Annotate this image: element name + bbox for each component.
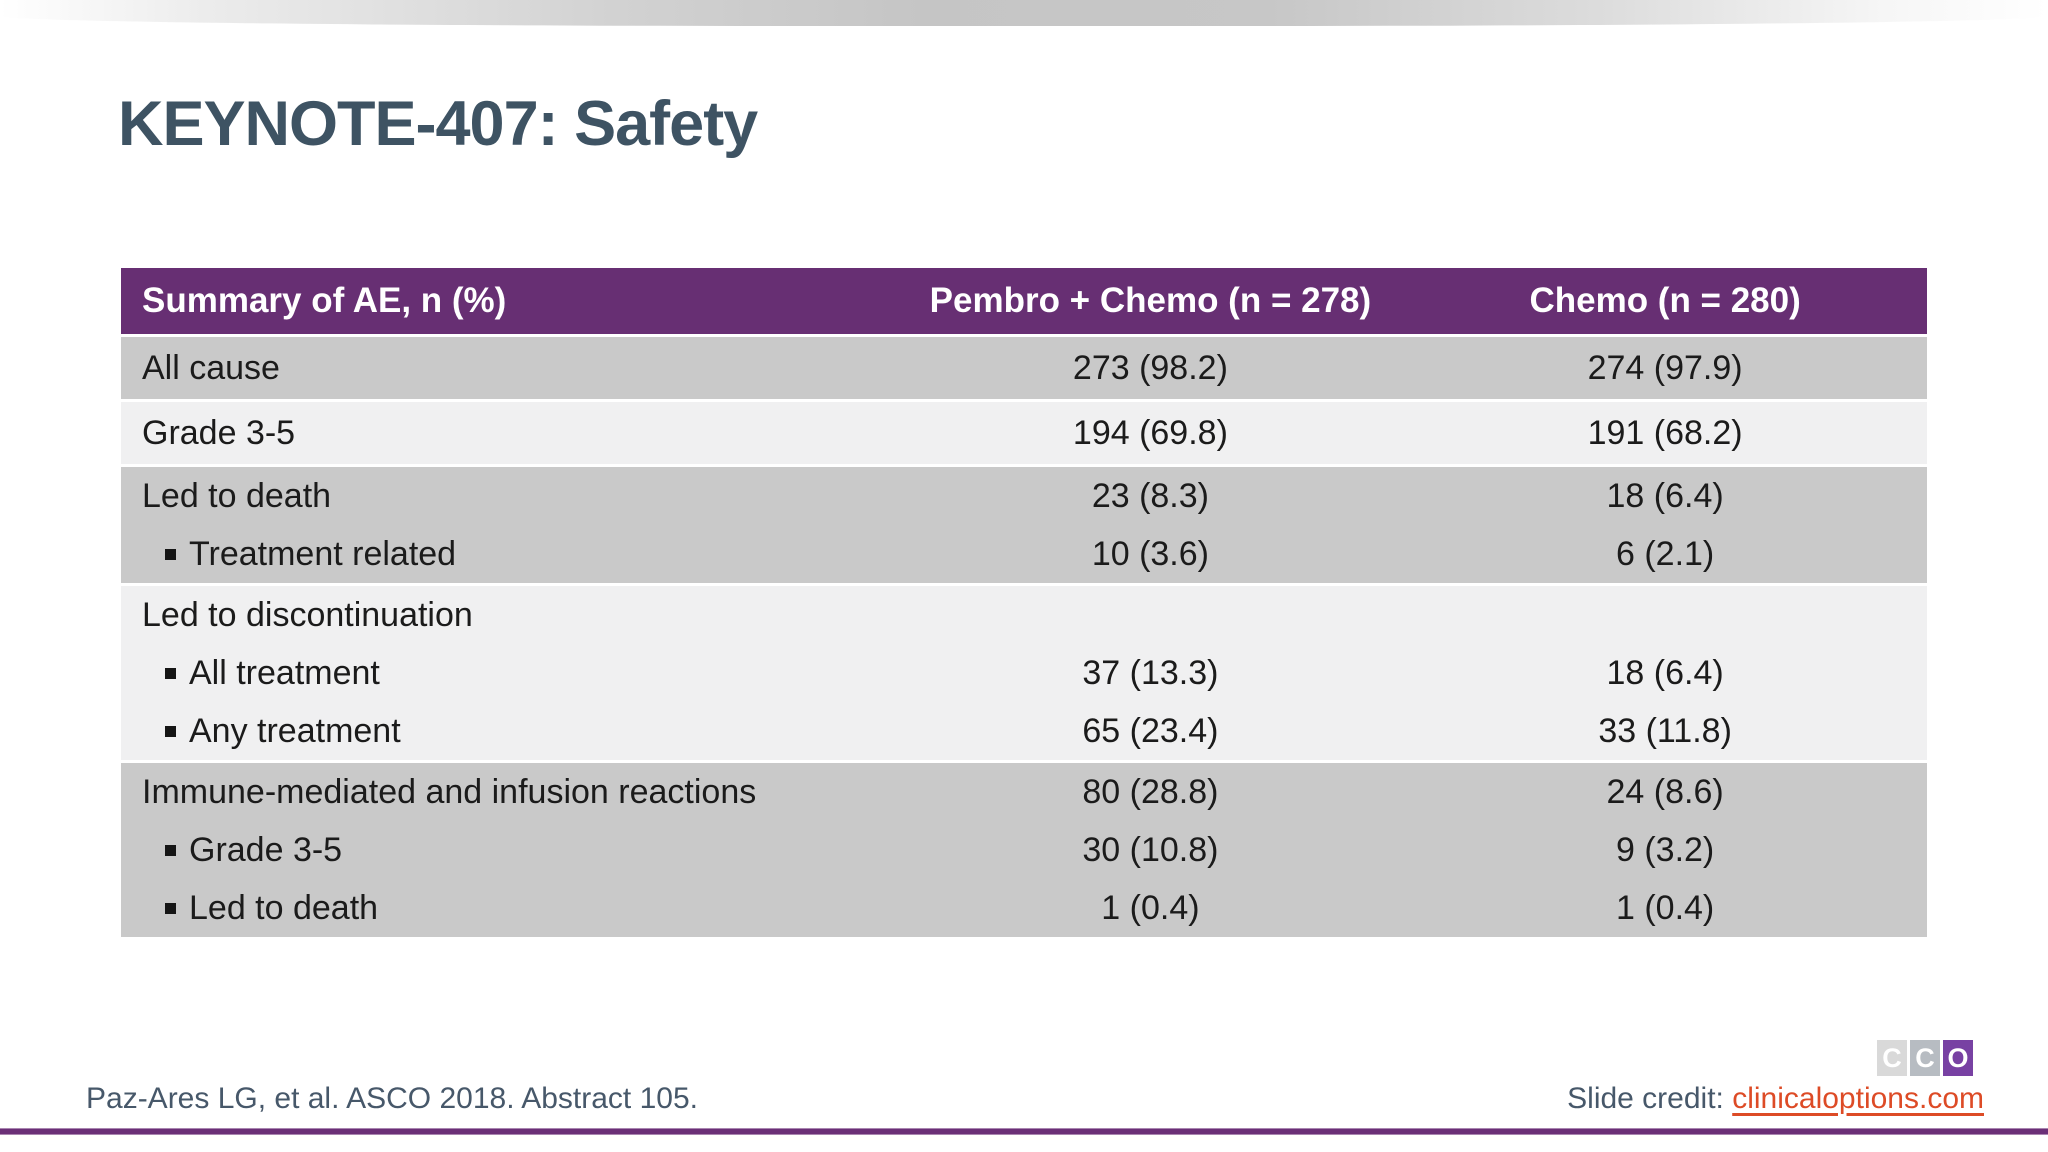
ae-label-text: Treatment related	[189, 534, 457, 573]
ae-label-text: Led to death	[189, 888, 379, 927]
value-text: 273 (98.2)	[1072, 348, 1228, 387]
ae-label-cell: Led to death Treatment related	[121, 467, 898, 583]
square-bullet-icon	[165, 667, 176, 679]
value-line: 6 (2.1)	[1403, 525, 1927, 583]
cco-logo-square-c0: C	[1877, 1040, 1907, 1076]
value-line: 18 (6.4)	[1403, 644, 1927, 702]
ae-label-cell: Led to discontinuation All treatment Any t…	[121, 586, 898, 760]
square-bullet-icon	[165, 844, 176, 856]
value-line: 80 (28.8)	[898, 763, 1404, 821]
ae-label-line: All cause	[121, 337, 898, 399]
slide-credit-label: Slide credit:	[1567, 1082, 1733, 1115]
ae-label-cell: Grade 3-5	[121, 402, 898, 464]
value-line	[898, 586, 1404, 644]
ae-label-line: Immune-mediated and infusion reactions	[121, 763, 898, 821]
value-line: 1 (0.4)	[898, 879, 1404, 937]
value-line: 24 (8.6)	[1403, 763, 1927, 821]
value-text: 18 (6.4)	[1606, 476, 1724, 515]
value-line: 23 (8.3)	[898, 467, 1404, 525]
square-bullet-icon	[165, 548, 176, 560]
chemo-value-cell: 191 (68.2)	[1403, 402, 1927, 464]
ae-label-text: Grade 3-5	[142, 413, 296, 452]
chemo-value-cell: 24 (8.6) 9 (3.2) 1 (0.4)	[1403, 763, 1927, 937]
ae-label-cell: Immune-mediated and infusion reactions Gr…	[121, 763, 898, 937]
value-text: 274 (97.9)	[1587, 348, 1743, 387]
value-line: 10 (3.6)	[898, 525, 1404, 583]
value-line: 274 (97.9)	[1403, 337, 1927, 399]
column-header-chemo: Chemo (n = 280)	[1529, 281, 1801, 320]
table-row-group: Led to death Treatment related 23 (8.3) 10 …	[121, 464, 1927, 583]
pembro-value-cell: 273 (98.2)	[898, 337, 1404, 399]
value-line	[1403, 586, 1927, 644]
value-text: 37 (13.3)	[1082, 653, 1219, 692]
value-text: 80 (28.8)	[1082, 772, 1219, 811]
cco-logo-square-o2: O	[1943, 1040, 1973, 1076]
value-text: 65 (23.4)	[1082, 711, 1219, 750]
value-line: 9 (3.2)	[1403, 821, 1927, 879]
table-row-group: Immune-mediated and infusion reactions Gr…	[121, 760, 1927, 937]
value-text: 10 (3.6)	[1091, 534, 1209, 573]
table-row-group: Grade 3-5 194 (69.8) 191 (68.2)	[121, 399, 1927, 464]
value-text: 33 (11.8)	[1598, 711, 1732, 750]
value-line: 65 (23.4)	[898, 702, 1404, 760]
table-row-group: All cause 273 (98.2) 274 (97.9)	[121, 334, 1927, 399]
ae-label-line: Led to death	[121, 879, 898, 937]
column-header-summary: Summary of AE, n (%)	[142, 281, 507, 320]
value-text: 191 (68.2)	[1587, 413, 1743, 452]
value-line: 1 (0.4)	[1403, 879, 1927, 937]
ae-label-line: Led to discontinuation	[121, 586, 898, 644]
value-text: 24 (8.6)	[1606, 772, 1724, 811]
value-text: 1 (0.4)	[1101, 888, 1200, 927]
chemo-value-cell: 274 (97.9)	[1403, 337, 1927, 399]
square-bullet-icon	[165, 725, 176, 737]
pembro-value-cell: 37 (13.3) 65 (23.4)	[898, 586, 1404, 760]
slide-credit-link[interactable]: clinicaloptions.com	[1732, 1082, 1984, 1115]
ae-label-line: Led to death	[121, 467, 898, 525]
ae-label-text: All cause	[142, 348, 280, 387]
value-line: 194 (69.8)	[898, 402, 1404, 464]
ae-label-text: Grade 3-5	[189, 830, 343, 869]
ae-label-line: Grade 3-5	[121, 821, 898, 879]
value-line: 37 (13.3)	[898, 644, 1404, 702]
ae-label-line: Any treatment	[121, 702, 898, 760]
slide-credit: Slide credit: clinicaloptions.com	[1567, 1082, 1984, 1116]
value-text: 6 (2.1)	[1615, 534, 1715, 573]
table-row-group: Led to discontinuation All treatment Any t…	[121, 583, 1927, 760]
adverse-events-table: Summary of AE, n (%) Pembro + Chemo (n =…	[121, 268, 1927, 937]
ae-label-cell: All cause	[121, 337, 898, 399]
square-bullet-icon	[165, 902, 176, 914]
ae-label-line: Grade 3-5	[121, 402, 898, 464]
value-text: 9 (3.2)	[1615, 830, 1715, 869]
value-line: 30 (10.8)	[898, 821, 1404, 879]
top-gradient-bar	[0, 0, 2048, 26]
ae-label-text: Led to death	[142, 476, 332, 515]
value-line: 191 (68.2)	[1403, 402, 1927, 464]
citation-text: Paz-Ares LG, et al. ASCO 2018. Abstract …	[86, 1082, 698, 1115]
table-header-row: Summary of AE, n (%) Pembro + Chemo (n =…	[121, 268, 1927, 334]
ae-label-line: All treatment	[121, 644, 898, 702]
bottom-accent-line	[0, 1129, 2048, 1134]
pembro-value-cell: 23 (8.3) 10 (3.6)	[898, 467, 1404, 583]
value-text: 30 (10.8)	[1082, 830, 1219, 869]
pembro-value-cell: 80 (28.8) 30 (10.8) 1 (0.4)	[898, 763, 1404, 937]
page-title: KEYNOTE-407: Safety	[118, 89, 758, 159]
value-text: 194 (69.8)	[1072, 413, 1228, 452]
column-header-pembro-chemo: Pembro + Chemo (n = 278)	[929, 281, 1372, 320]
chemo-value-cell: 18 (6.4) 33 (11.8)	[1403, 586, 1927, 760]
ae-label-line: Treatment related	[121, 525, 898, 583]
ae-label-text: All treatment	[189, 653, 380, 692]
value-line: 273 (98.2)	[898, 337, 1404, 399]
cco-logo-square-c1: C	[1910, 1040, 1940, 1076]
value-line: 18 (6.4)	[1403, 467, 1927, 525]
chemo-value-cell: 18 (6.4) 6 (2.1)	[1403, 467, 1927, 583]
value-text: 23 (8.3)	[1091, 476, 1209, 515]
ae-label-text: Any treatment	[189, 711, 401, 750]
ae-label-text: Immune-mediated and infusion reactions	[142, 772, 757, 811]
ae-label-text: Led to discontinuation	[142, 595, 473, 634]
value-text: 1 (0.4)	[1615, 888, 1715, 927]
pembro-value-cell: 194 (69.8)	[898, 402, 1404, 464]
value-text: 18 (6.4)	[1606, 653, 1724, 692]
value-line: 33 (11.8)	[1403, 702, 1927, 760]
